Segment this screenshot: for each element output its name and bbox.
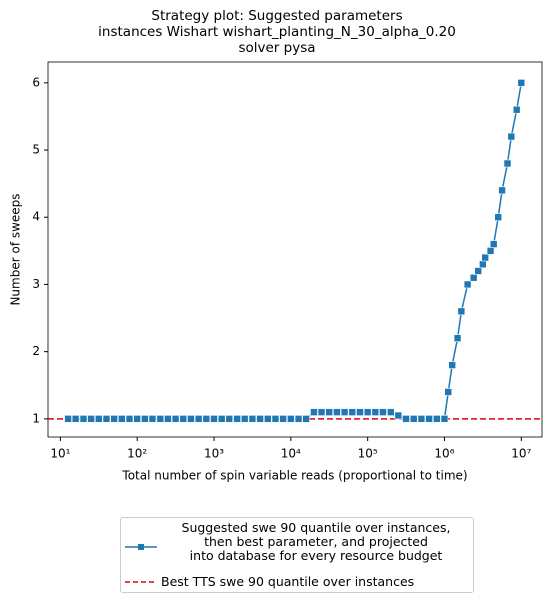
marker xyxy=(394,411,403,420)
marker xyxy=(469,273,478,282)
marker xyxy=(302,415,310,423)
marker xyxy=(474,267,483,275)
marker xyxy=(194,415,203,423)
marker xyxy=(248,415,257,423)
marker xyxy=(503,159,512,168)
marker xyxy=(233,415,241,423)
x-tick-label: 10¹ xyxy=(50,447,70,461)
marker xyxy=(156,415,165,423)
marker xyxy=(71,415,80,423)
marker xyxy=(279,415,287,423)
marker xyxy=(498,186,506,195)
marker xyxy=(179,415,188,423)
x-tick-label: 10⁷ xyxy=(511,447,531,461)
marker xyxy=(479,260,487,269)
marker xyxy=(210,415,218,423)
plot-frame xyxy=(47,61,543,438)
marker xyxy=(79,415,88,423)
marker xyxy=(148,415,157,423)
marker xyxy=(481,253,490,262)
marker xyxy=(457,307,466,316)
marker xyxy=(489,240,498,248)
marker xyxy=(217,415,226,423)
marker xyxy=(64,415,72,423)
marker xyxy=(171,415,180,423)
marker xyxy=(125,415,134,423)
marker xyxy=(409,415,418,423)
marker xyxy=(94,415,103,423)
y-tick-label: 2 xyxy=(32,344,40,358)
y-tick-label: 5 xyxy=(32,143,40,157)
legend-swatches xyxy=(125,544,157,583)
chart-title: Strategy plot: Suggested parameters inst… xyxy=(98,8,456,56)
marker xyxy=(133,415,141,423)
marker xyxy=(317,408,326,416)
marker xyxy=(417,415,426,423)
marker xyxy=(486,247,495,255)
marker xyxy=(425,415,433,423)
marker xyxy=(310,408,318,416)
y-tick-label: 6 xyxy=(32,75,40,89)
marker xyxy=(440,415,449,423)
marker xyxy=(444,388,453,396)
marker xyxy=(448,361,456,369)
marker xyxy=(340,408,349,416)
marker xyxy=(225,415,234,423)
marker xyxy=(517,79,526,87)
marker xyxy=(164,415,172,423)
y-tick-label: 1 xyxy=(32,411,40,425)
marker xyxy=(263,415,272,423)
marker xyxy=(325,408,334,416)
x-axis-label: Total number of spin variable reads (pro… xyxy=(121,469,467,483)
marker xyxy=(141,415,149,423)
marker xyxy=(294,415,303,423)
marker xyxy=(463,280,472,289)
marker xyxy=(118,415,126,423)
marker xyxy=(512,105,521,114)
legend-label: Suggested swe 90 quantile over instances… xyxy=(181,520,451,563)
marker xyxy=(87,415,95,423)
marker xyxy=(356,408,364,416)
marker xyxy=(202,415,211,423)
marker xyxy=(240,415,249,423)
marker xyxy=(402,415,410,423)
marker xyxy=(256,415,264,423)
marker xyxy=(102,415,111,423)
marker xyxy=(494,213,503,222)
marker xyxy=(333,408,341,416)
legend: Suggested swe 90 quantile over instances… xyxy=(120,517,474,593)
x-tick-label: 10² xyxy=(127,447,147,461)
x-tick-label: 10⁶ xyxy=(434,447,454,461)
x-tick-label: 10³ xyxy=(204,447,224,461)
y-tick-label: 3 xyxy=(32,277,40,291)
marker xyxy=(432,415,441,423)
marker xyxy=(453,334,462,343)
x-tick-label: 10⁴ xyxy=(281,447,301,461)
marker xyxy=(271,415,280,423)
marker xyxy=(371,408,380,416)
marker xyxy=(110,415,118,423)
marker xyxy=(187,415,195,423)
legend-marker xyxy=(138,544,144,550)
marker xyxy=(507,132,516,141)
marker xyxy=(287,415,295,423)
marker xyxy=(348,408,357,416)
y-tick-label: 4 xyxy=(32,210,40,224)
x-tick-label: 10⁵ xyxy=(358,447,378,461)
y-axis-label: Number of sweeps xyxy=(9,193,23,305)
marker xyxy=(386,408,395,416)
marker xyxy=(363,408,372,416)
legend-label: Best TTS swe 90 quantile over instances xyxy=(161,574,415,589)
marker xyxy=(379,408,387,416)
